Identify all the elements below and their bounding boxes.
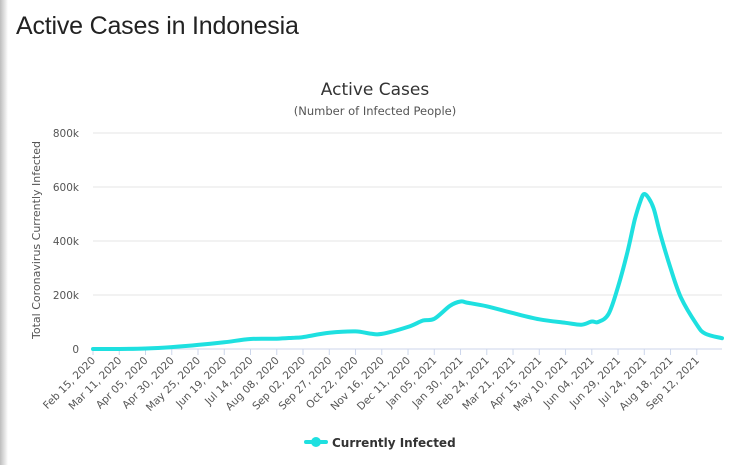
legend[interactable]: Currently Infected [304,436,456,450]
left-edge-shadow [0,0,8,465]
chart-title: Active Cases [321,80,430,100]
page-heading: Active Cases in Indonesia [16,12,299,40]
legend-marker-currently-infected [311,437,321,447]
legend-label-currently-infected: Currently Infected [332,436,456,450]
y-tick-label: 800k [53,128,80,140]
series-line-currently-infected [91,191,724,352]
gridlines [93,132,722,296]
chart-subtitle: (Number of Infected People) [294,104,456,118]
y-tick-label: 0 [72,344,79,356]
y-tick-label: 200k [53,290,80,302]
y-axis-ticks: 0 200k 400k 600k 800k [53,128,80,356]
y-tick-label: 600k [53,182,80,194]
y-axis-title: Total Coronavirus Currently Infected [30,141,43,340]
y-tick-label: 400k [53,236,80,248]
